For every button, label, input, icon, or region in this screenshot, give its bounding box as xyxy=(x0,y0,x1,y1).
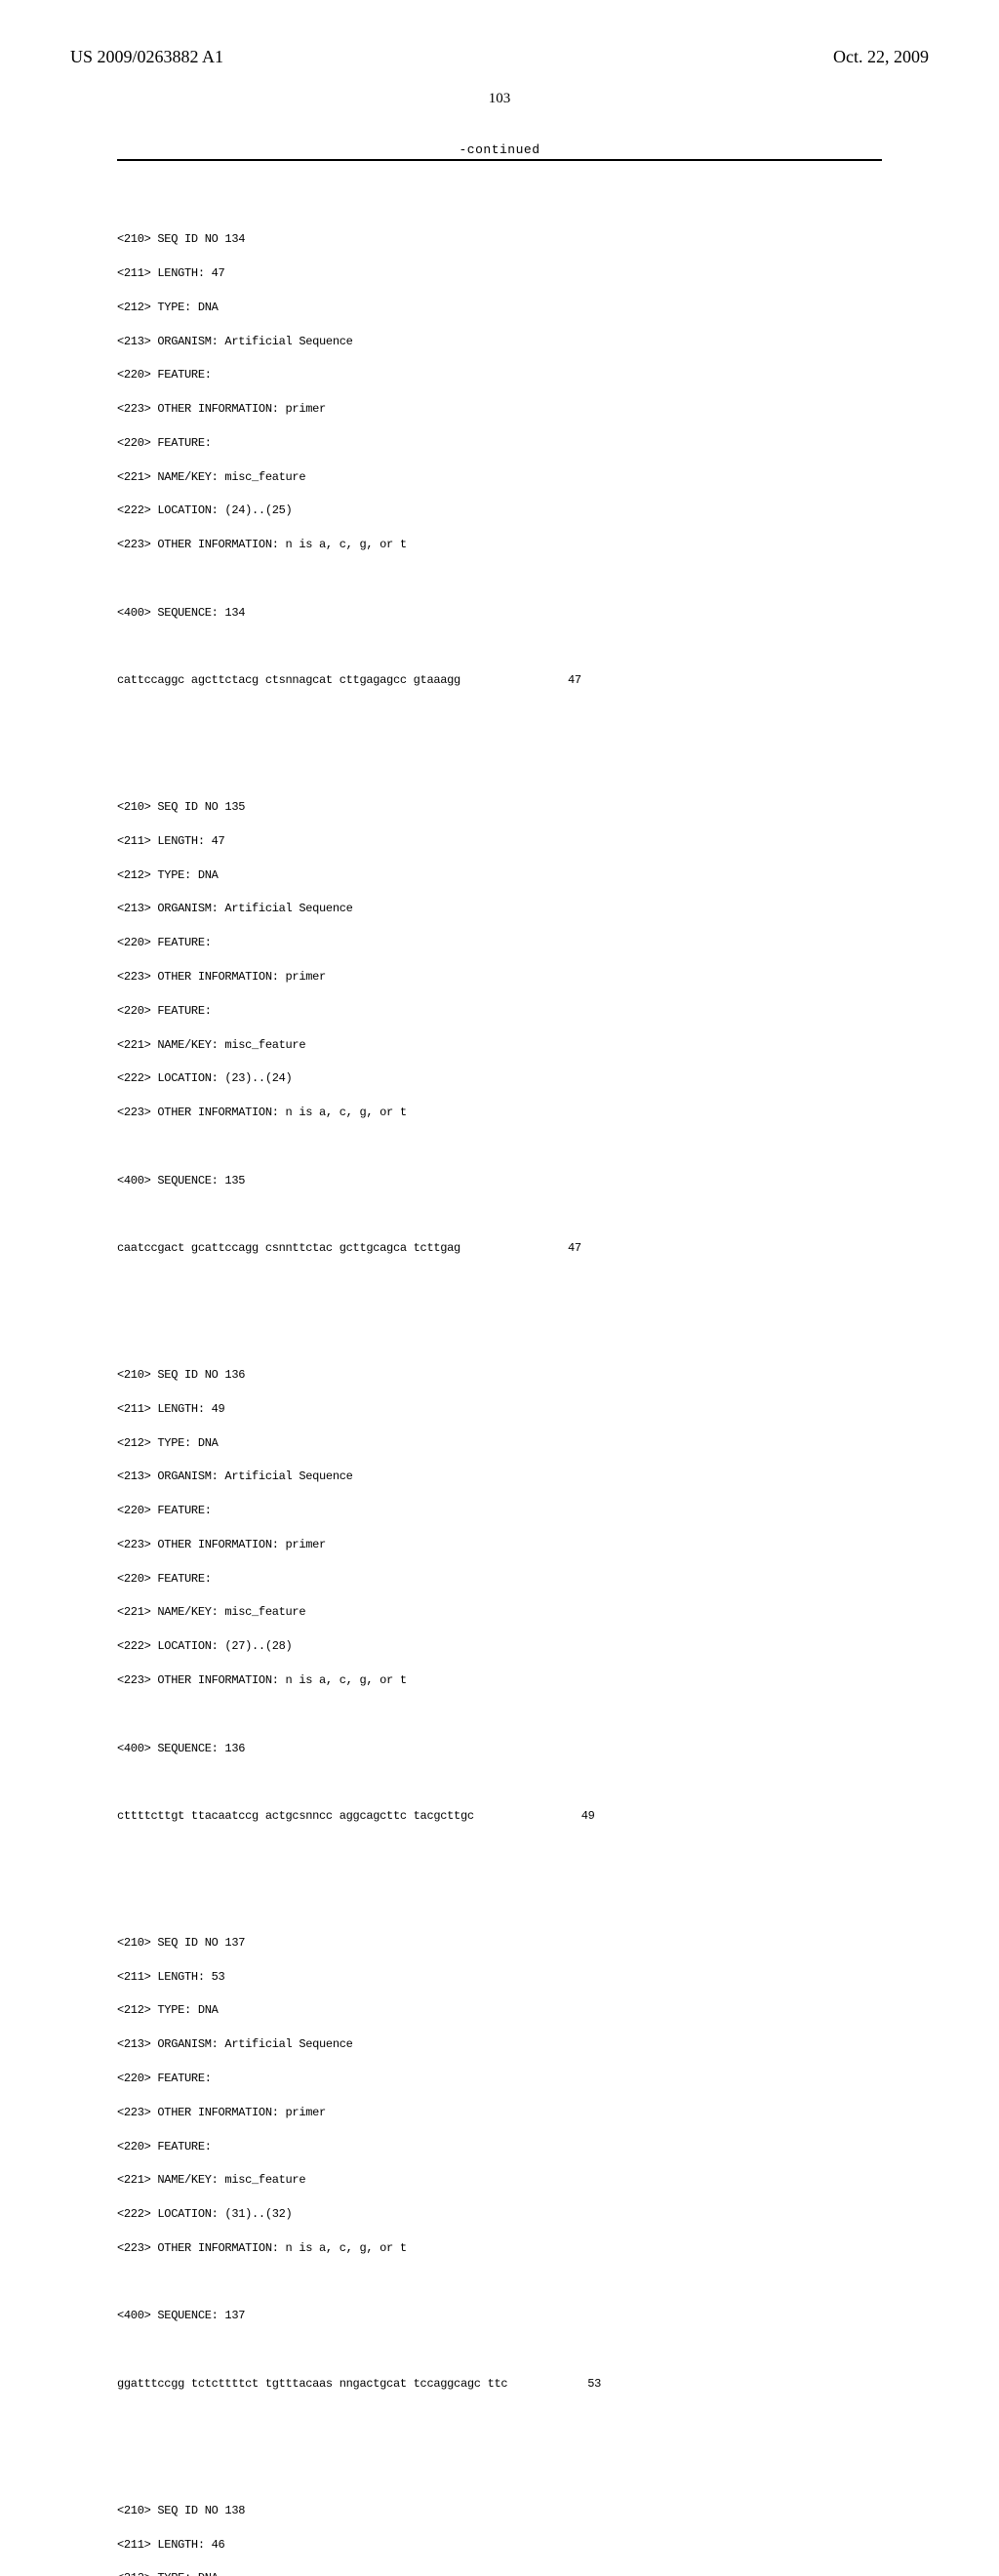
seq-meta-line: <212> TYPE: DNA xyxy=(117,300,929,316)
seq-meta-line: <223> OTHER INFORMATION: n is a, c, g, o… xyxy=(117,1672,929,1689)
seq-meta-line: <222> LOCATION: (23)..(24) xyxy=(117,1070,929,1087)
seq-meta-line: <221> NAME/KEY: misc_feature xyxy=(117,1037,929,1054)
seq-meta-line: <223> OTHER INFORMATION: n is a, c, g, o… xyxy=(117,1105,929,1121)
seq-length: 47 xyxy=(568,1240,581,1257)
seq-data-row: caatccgact gcattccagg csnnttctac gcttgca… xyxy=(117,1240,929,1257)
seq-meta-line: <220> FEATURE: xyxy=(117,367,929,383)
seq-length: 49 xyxy=(581,1808,595,1825)
seq-meta-line: <210> SEQ ID NO 137 xyxy=(117,1935,929,1952)
seq-block-137: <210> SEQ ID NO 137 <211> LENGTH: 53 <21… xyxy=(117,1917,929,2409)
seq-length: 53 xyxy=(587,2376,601,2393)
seq-meta-line: <210> SEQ ID NO 136 xyxy=(117,1367,929,1384)
seq-data-row: ggatttccgg tctcttttct tgtttacaas nngactg… xyxy=(117,2376,929,2393)
continued-rule xyxy=(117,159,882,161)
seq-meta-line: <213> ORGANISM: Artificial Sequence xyxy=(117,2036,929,2053)
seq-meta-line: <223> OTHER INFORMATION: primer xyxy=(117,969,929,986)
seq-meta-line: <211> LENGTH: 47 xyxy=(117,265,929,282)
blank-line xyxy=(117,1299,929,1315)
seq-meta-line: <213> ORGANISM: Artificial Sequence xyxy=(117,901,929,917)
seq-meta-line: <210> SEQ ID NO 138 xyxy=(117,2503,929,2519)
seq-meta-line: <223> OTHER INFORMATION: primer xyxy=(117,1537,929,1553)
blank-line xyxy=(117,1707,929,1723)
seq-block-136: <210> SEQ ID NO 136 <211> LENGTH: 49 <21… xyxy=(117,1350,929,1842)
publication-number: US 2009/0263882 A1 xyxy=(70,47,223,67)
seq-meta-line: <220> FEATURE: xyxy=(117,1003,929,1020)
seq-meta-line: <221> NAME/KEY: misc_feature xyxy=(117,1604,929,1621)
seq-meta-line: <400> SEQUENCE: 136 xyxy=(117,1741,929,1757)
blank-line xyxy=(117,639,929,656)
blank-line xyxy=(117,1867,929,1883)
blank-line xyxy=(117,571,929,587)
seq-data-row: cattccaggc agcttctacg ctsnnagcat cttgaga… xyxy=(117,672,929,689)
seq-meta-line: <222> LOCATION: (24)..(25) xyxy=(117,503,929,519)
seq-meta-line: <222> LOCATION: (31)..(32) xyxy=(117,2206,929,2223)
sequence-listing-body: <210> SEQ ID NO 134 <211> LENGTH: 47 <21… xyxy=(117,181,929,2576)
seq-data: cttttcttgt ttacaatccg actgcsnncc aggcagc… xyxy=(117,1808,474,1825)
seq-meta-line: <212> TYPE: DNA xyxy=(117,2570,929,2576)
seq-meta-line: <221> NAME/KEY: misc_feature xyxy=(117,469,929,486)
seq-meta-line: <220> FEATURE: xyxy=(117,1571,929,1588)
seq-meta-line: <210> SEQ ID NO 134 xyxy=(117,231,929,248)
seq-meta-line: <221> NAME/KEY: misc_feature xyxy=(117,2172,929,2189)
seq-meta-line: <220> FEATURE: xyxy=(117,2139,929,2155)
seq-data: cattccaggc agcttctacg ctsnnagcat cttgaga… xyxy=(117,672,460,689)
seq-meta-line: <213> ORGANISM: Artificial Sequence xyxy=(117,1469,929,1485)
seq-meta-line: <212> TYPE: DNA xyxy=(117,867,929,884)
seq-meta-line: <222> LOCATION: (27)..(28) xyxy=(117,1638,929,1655)
blank-line xyxy=(117,1774,929,1791)
seq-meta-line: <212> TYPE: DNA xyxy=(117,1435,929,1452)
publication-date: Oct. 22, 2009 xyxy=(833,47,929,67)
continued-section: -continued xyxy=(117,142,882,161)
seq-block-135: <210> SEQ ID NO 135 <211> LENGTH: 47 <21… xyxy=(117,783,929,1274)
seq-data: ggatttccgg tctcttttct tgtttacaas nngactg… xyxy=(117,2376,507,2393)
continued-label: -continued xyxy=(117,142,882,159)
seq-meta-line: <220> FEATURE: xyxy=(117,435,929,452)
blank-line xyxy=(117,732,929,748)
page-container: US 2009/0263882 A1 Oct. 22, 2009 103 -co… xyxy=(0,0,999,2576)
page-header: US 2009/0263882 A1 Oct. 22, 2009 xyxy=(70,47,929,67)
seq-meta-line: <400> SEQUENCE: 135 xyxy=(117,1173,929,1189)
blank-line xyxy=(117,2274,929,2291)
seq-meta-line: <220> FEATURE: xyxy=(117,2071,929,2087)
seq-length: 47 xyxy=(568,672,581,689)
seq-meta-line: <223> OTHER INFORMATION: n is a, c, g, o… xyxy=(117,2240,929,2257)
seq-data: caatccgact gcattccagg csnnttctac gcttgca… xyxy=(117,1240,460,1257)
seq-meta-line: <211> LENGTH: 46 xyxy=(117,2537,929,2554)
seq-meta-line: <212> TYPE: DNA xyxy=(117,2002,929,2019)
seq-meta-line: <223> OTHER INFORMATION: n is a, c, g, o… xyxy=(117,537,929,553)
seq-block-134: <210> SEQ ID NO 134 <211> LENGTH: 47 <21… xyxy=(117,215,929,706)
seq-meta-line: <220> FEATURE: xyxy=(117,935,929,951)
seq-meta-line: <223> OTHER INFORMATION: primer xyxy=(117,2105,929,2121)
seq-meta-line: <400> SEQUENCE: 137 xyxy=(117,2308,929,2324)
page-number: 103 xyxy=(70,91,929,107)
seq-data-row: cttttcttgt ttacaatccg actgcsnncc aggcagc… xyxy=(117,1808,929,1825)
seq-meta-line: <211> LENGTH: 49 xyxy=(117,1401,929,1418)
seq-meta-line: <220> FEATURE: xyxy=(117,1503,929,1519)
seq-block-138: <210> SEQ ID NO 138 <211> LENGTH: 46 <21… xyxy=(117,2485,929,2576)
seq-meta-line: <210> SEQ ID NO 135 xyxy=(117,799,929,816)
seq-meta-line: <211> LENGTH: 47 xyxy=(117,833,929,850)
blank-line xyxy=(117,2342,929,2358)
blank-line xyxy=(117,1206,929,1223)
seq-meta-line: <213> ORGANISM: Artificial Sequence xyxy=(117,334,929,350)
seq-meta-line: <400> SEQUENCE: 134 xyxy=(117,605,929,622)
seq-meta-line: <223> OTHER INFORMATION: primer xyxy=(117,401,929,418)
seq-meta-line: <211> LENGTH: 53 xyxy=(117,1969,929,1986)
blank-line xyxy=(117,1139,929,1155)
blank-line xyxy=(117,2435,929,2451)
